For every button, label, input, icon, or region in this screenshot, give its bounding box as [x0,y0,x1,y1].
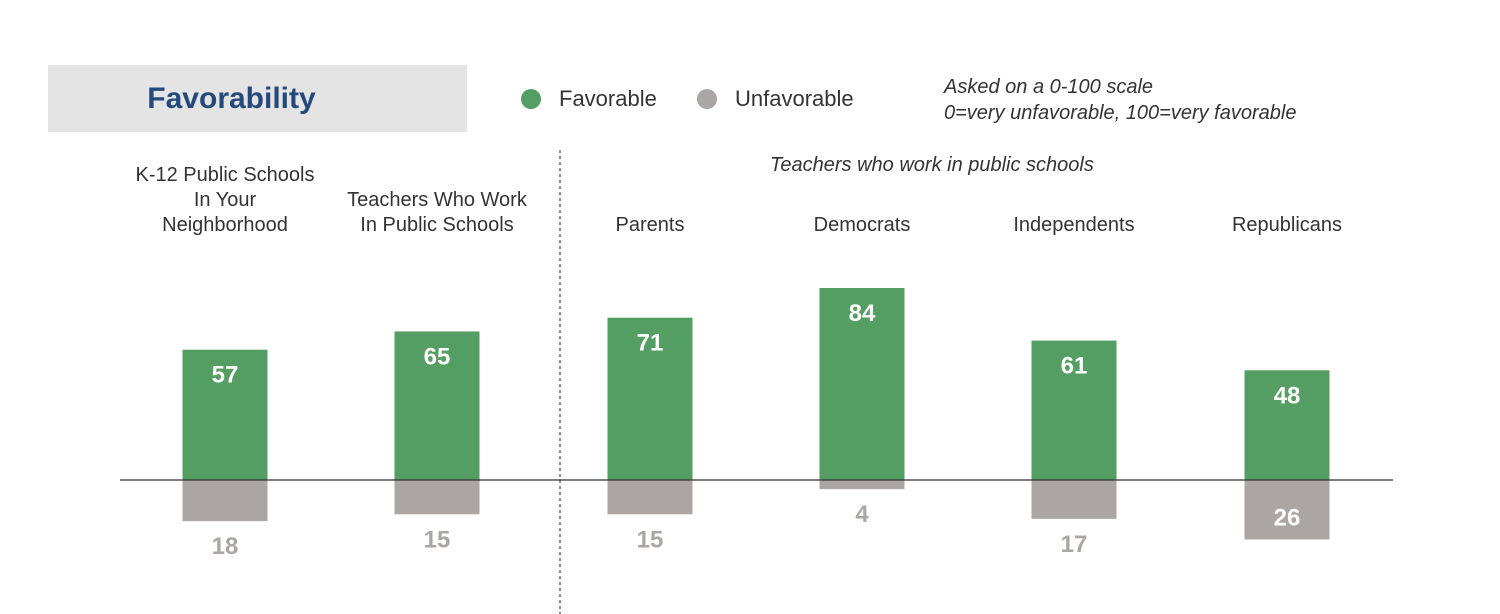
data-label-favorable: 57 [212,362,239,389]
bar-favorable [607,317,693,480]
chart-title: Favorability [147,81,316,115]
data-label-unfavorable: 26 [1274,504,1301,531]
category-label: Republicans [1232,214,1342,236]
data-label-favorable: 71 [637,330,664,357]
data-label-favorable: 65 [424,343,451,370]
scale-note-line-2: 0=very unfavorable, 100=very favorable [944,102,1297,124]
bar-favorable [394,331,480,480]
legend-favorable-label: Favorable [559,86,657,111]
chart-title-box: Favorability [48,65,467,132]
legend-unfavorable-marker [697,89,717,109]
category-label: Democrats [814,214,911,236]
bar-favorable [182,349,268,480]
bar-favorable [819,288,905,480]
bar-unfavorable [1244,480,1330,540]
data-label-favorable: 48 [1274,382,1301,409]
legend-favorable-marker [521,89,541,109]
data-label-unfavorable: 15 [424,526,451,553]
category-label: In Public Schools [360,214,513,236]
bar-favorable [1244,370,1330,480]
scale-note: Asked on a 0-100 scale 0=very unfavorabl… [944,74,1296,126]
data-label-favorable: 61 [1061,353,1088,380]
data-label-unfavorable: 17 [1061,531,1088,558]
bar-unfavorable [819,480,905,490]
group-subtitle: Teachers who work in public schools [770,154,1094,176]
category-label: Neighborhood [162,214,288,236]
bar-unfavorable [394,480,480,515]
legend-unfavorable: Unfavorable [697,86,854,112]
data-label-favorable: 84 [849,300,876,327]
category-label: Parents [616,214,685,236]
category-label: K-12 Public Schools [136,164,315,186]
data-label-unfavorable: 18 [212,533,239,560]
category-label: Independents [1013,214,1134,236]
bar-unfavorable [182,480,268,522]
legend-unfavorable-label: Unfavorable [735,86,854,111]
category-label: In Your [194,189,257,211]
legend-favorable: Favorable [521,86,657,112]
bar-unfavorable [607,480,693,515]
data-label-unfavorable: 4 [855,501,869,528]
bar-unfavorable [1031,480,1117,519]
bar-favorable [1031,340,1117,480]
category-label: Teachers Who Work [347,189,528,211]
data-label-unfavorable: 15 [637,526,664,553]
scale-note-line-1: Asked on a 0-100 scale [944,76,1154,98]
